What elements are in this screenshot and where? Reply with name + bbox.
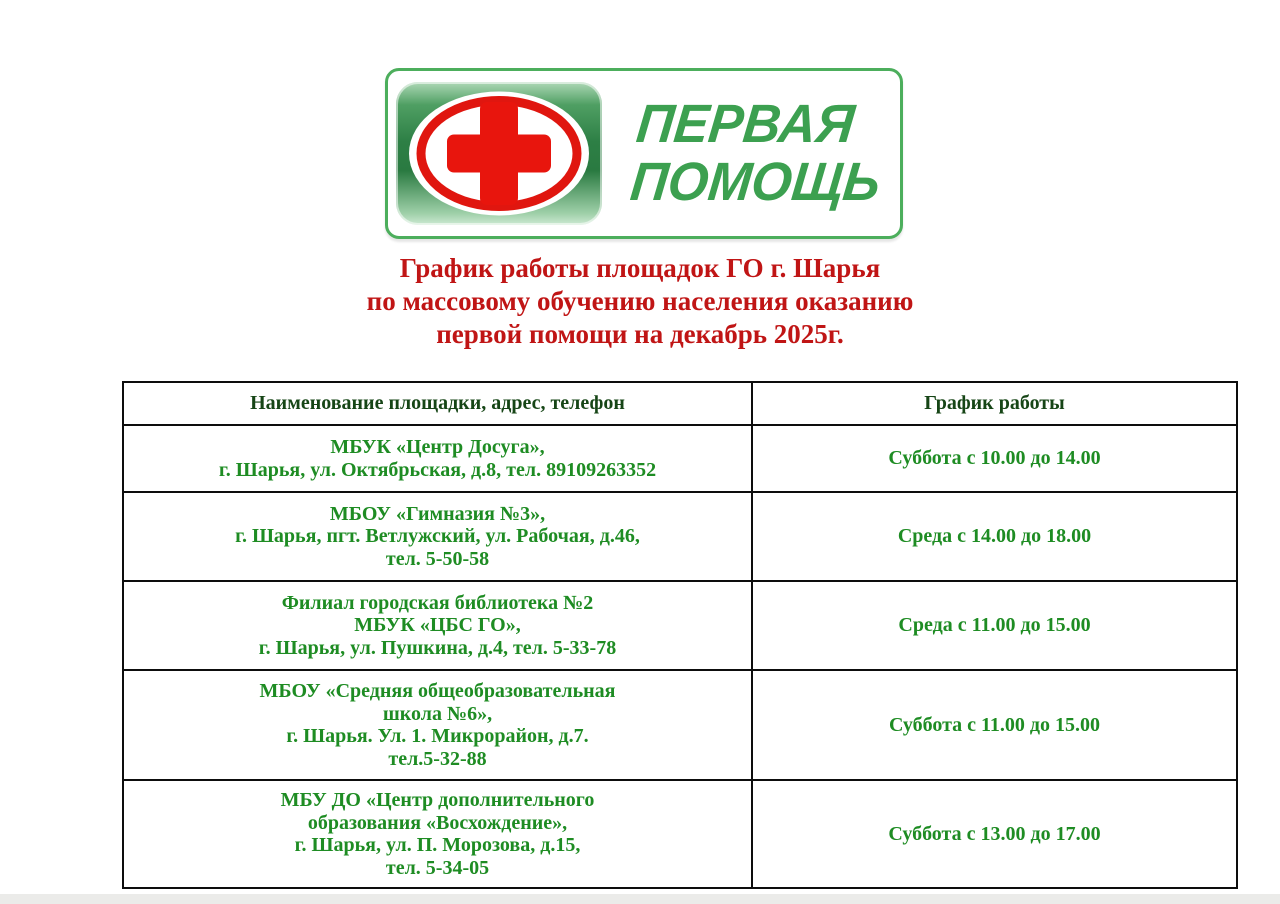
venue-schedule-cell: Суббота с 11.00 до 15.00	[751, 669, 1238, 781]
venue-name-cell: Филиал городская библиотека №2 МБУК «ЦБС…	[122, 580, 753, 671]
logo-wordmark: ПЕРВАЯ ПОМОЩЬ	[627, 94, 889, 212]
venue-schedule-cell: Среда с 11.00 до 15.00	[751, 580, 1238, 671]
table-row: Филиал городская библиотека №2 МБУК «ЦБС…	[122, 580, 1238, 671]
page-title: График работы площадок ГО г. Шарья по ма…	[366, 253, 914, 349]
venue-schedule-cell: Среда с 14.00 до 18.00	[751, 491, 1238, 582]
venue-schedule-cell: Суббота с 13.00 до 17.00	[751, 779, 1238, 889]
venue-name-cell: МБУК «Центр Досуга», г. Шарья, ул. Октяб…	[122, 424, 753, 493]
venue-schedule-cell: Суббота с 10.00 до 14.00	[751, 424, 1238, 493]
first-aid-logo: ПЕРВАЯ ПОМОЩЬ	[385, 68, 903, 239]
logo-word-pomosch: ПОМОЩЬ	[627, 152, 884, 212]
venue-name-cell: МБОУ «Средняя общеобразовательная школа …	[122, 669, 753, 781]
venue-name-cell: МБОУ «Гимназия №3», г. Шарья, пгт. Ветлу…	[122, 491, 753, 582]
table-row: МБУК «Центр Досуга», г. Шарья, ул. Октяб…	[122, 424, 1238, 493]
table-row: МБОУ «Средняя общеобразовательная школа …	[122, 669, 1238, 781]
page-bottom-edge	[0, 894, 1280, 904]
red-cross-icon	[409, 91, 589, 216]
venue-name-cell: МБУ ДО «Центр дополнительного образовани…	[122, 779, 753, 889]
header-row: Наименование площадки, адрес, телефон Гр…	[122, 381, 1238, 426]
table-row: МБОУ «Гимназия №3», г. Шарья, пгт. Ветлу…	[122, 491, 1238, 582]
table-row: МБУ ДО «Центр дополнительного образовани…	[122, 779, 1238, 889]
header-schedule-column: График работы	[751, 381, 1238, 426]
schedule-table: Наименование площадки, адрес, телефон Гр…	[122, 381, 1238, 889]
table-header: Наименование площадки, адрес, телефон Гр…	[122, 381, 1238, 426]
header-name-column: Наименование площадки, адрес, телефон	[122, 381, 753, 426]
red-cross-badge	[396, 82, 602, 225]
logo-word-pervaya: ПЕРВАЯ	[633, 94, 858, 154]
